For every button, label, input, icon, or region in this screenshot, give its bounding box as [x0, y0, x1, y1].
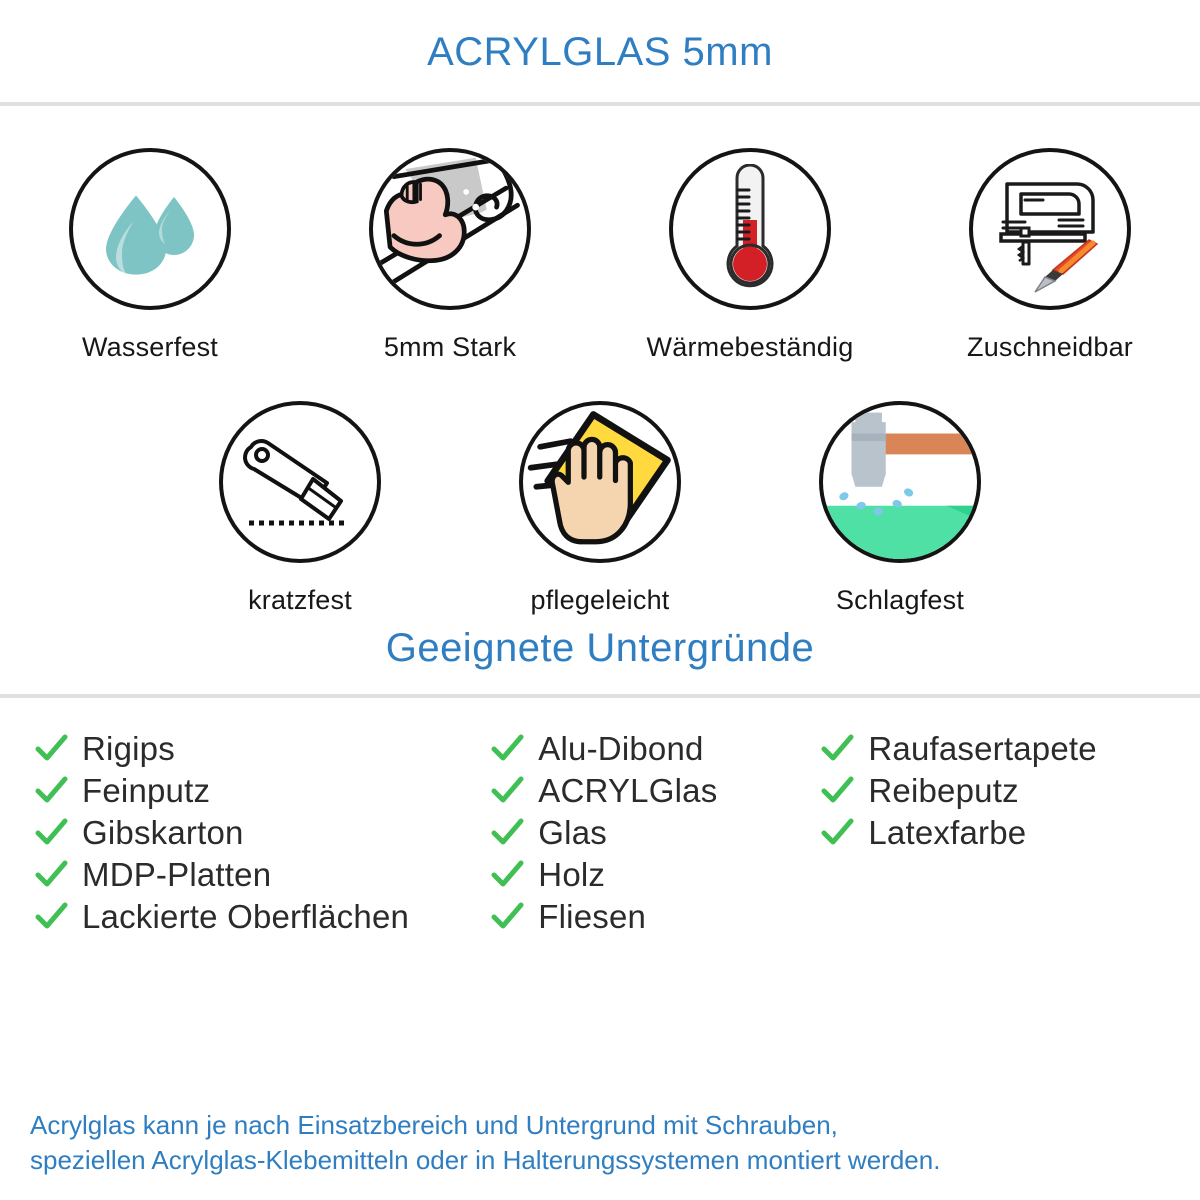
list-item: Alu-Dibond [490, 728, 820, 770]
substrate-label: ACRYLGlas [538, 772, 718, 809]
list-item: Raufasertapete [820, 728, 1166, 770]
check-icon [821, 734, 854, 761]
flexing-arm-icon [369, 148, 531, 310]
feature-label: kratzfest [248, 585, 352, 615]
hammer-impact-icon [819, 401, 981, 563]
divider-top [0, 102, 1200, 106]
check-icon [35, 860, 68, 887]
substrate-label: Gibskarton [82, 814, 244, 851]
feature-label: Schlagfest [835, 585, 965, 615]
substrate-column-3: Raufasertapete Reibeputz Latexfarbe [820, 728, 1166, 938]
substrate-column-2: Alu-Dibond ACRYLGlas Glas Holz Fliesen [490, 728, 820, 938]
substrate-label: Feinputz [82, 772, 211, 809]
mounting-note-line-2: speziellen Acrylglas-Klebemitteln oder i… [30, 1145, 941, 1176]
feature-label: Wasserfest [81, 332, 219, 362]
feature-label: pflegeleicht [530, 585, 670, 615]
check-icon [491, 734, 524, 761]
substrate-column-1: Rigips Feinputz Gibskarton MDP-Platten L… [34, 728, 490, 938]
feature-row-2: kratzfest pflegeleicht [0, 401, 1200, 616]
list-item: Glas [490, 812, 820, 854]
substrate-label: Glas [538, 814, 607, 851]
thermometer-icon [669, 148, 831, 310]
mounting-note-line-1: Acrylglas kann je nach Einsatzbereich un… [30, 1110, 838, 1140]
substrate-label: Raufasertapete [868, 730, 1097, 767]
list-item: MDP-Platten [34, 854, 490, 896]
feature-row-1: Wasserfest [0, 148, 1200, 363]
list-item: Holz [490, 854, 820, 896]
list-item: Reibeputz [820, 770, 1166, 812]
check-icon [821, 776, 854, 803]
substrate-label: Fliesen [538, 898, 647, 935]
feature-pflegeleicht: pflegeleicht [450, 401, 750, 616]
substrates-title: Geeignete Untergründe [385, 626, 815, 670]
substrate-label: MDP-Platten [82, 856, 272, 893]
page-title: ACRYLGLAS 5mm [427, 30, 773, 74]
jigsaw-cutter-icon [969, 148, 1131, 310]
cutter-knife-icon [219, 401, 381, 563]
list-item: ACRYLGlas [490, 770, 820, 812]
feature-label: 5mm Stark [383, 332, 517, 362]
substrate-label: Holz [538, 856, 606, 893]
check-icon [35, 902, 68, 929]
substrate-label: Alu-Dibond [538, 730, 704, 767]
substrate-label: Reibeputz [868, 772, 1019, 809]
feature-zuschneidbar: Zuschneidbar [900, 148, 1200, 363]
check-icon [821, 818, 854, 845]
feature-grid: Wasserfest [0, 106, 1200, 616]
list-item: Feinputz [34, 770, 490, 812]
check-icon [491, 818, 524, 845]
check-icon [35, 776, 68, 803]
substrate-label: Rigips [82, 730, 175, 767]
list-item: Lackierte Oberflächen [34, 896, 490, 938]
check-icon [491, 860, 524, 887]
feature-wasserfest: Wasserfest [0, 148, 300, 363]
substrate-label: Latexfarbe [868, 814, 1027, 851]
list-item: Latexfarbe [820, 812, 1166, 854]
substrate-list: Rigips Feinputz Gibskarton MDP-Platten L… [0, 698, 1200, 938]
divider-middle [0, 694, 1200, 698]
check-icon [35, 818, 68, 845]
list-item: Rigips [34, 728, 490, 770]
feature-kratzfest: kratzfest [150, 401, 450, 616]
feature-schlagfest: Schlagfest [750, 401, 1050, 616]
feature-label: Wärmebeständig [646, 332, 854, 362]
hand-cloth-icon [519, 401, 681, 563]
feature-5mm-stark: 5mm Stark [300, 148, 600, 363]
check-icon [35, 734, 68, 761]
feature-waermebestaendig: Wärmebeständig [600, 148, 900, 363]
substrate-label: Lackierte Oberflächen [82, 898, 410, 935]
water-drops-icon [69, 148, 231, 310]
list-item: Gibskarton [34, 812, 490, 854]
check-icon [491, 776, 524, 803]
mounting-note: Acrylglas kann je nach Einsatzbereich un… [30, 1108, 1180, 1178]
check-icon [491, 902, 524, 929]
list-item: Fliesen [490, 896, 820, 938]
feature-label: Zuschneidbar [967, 332, 1133, 362]
